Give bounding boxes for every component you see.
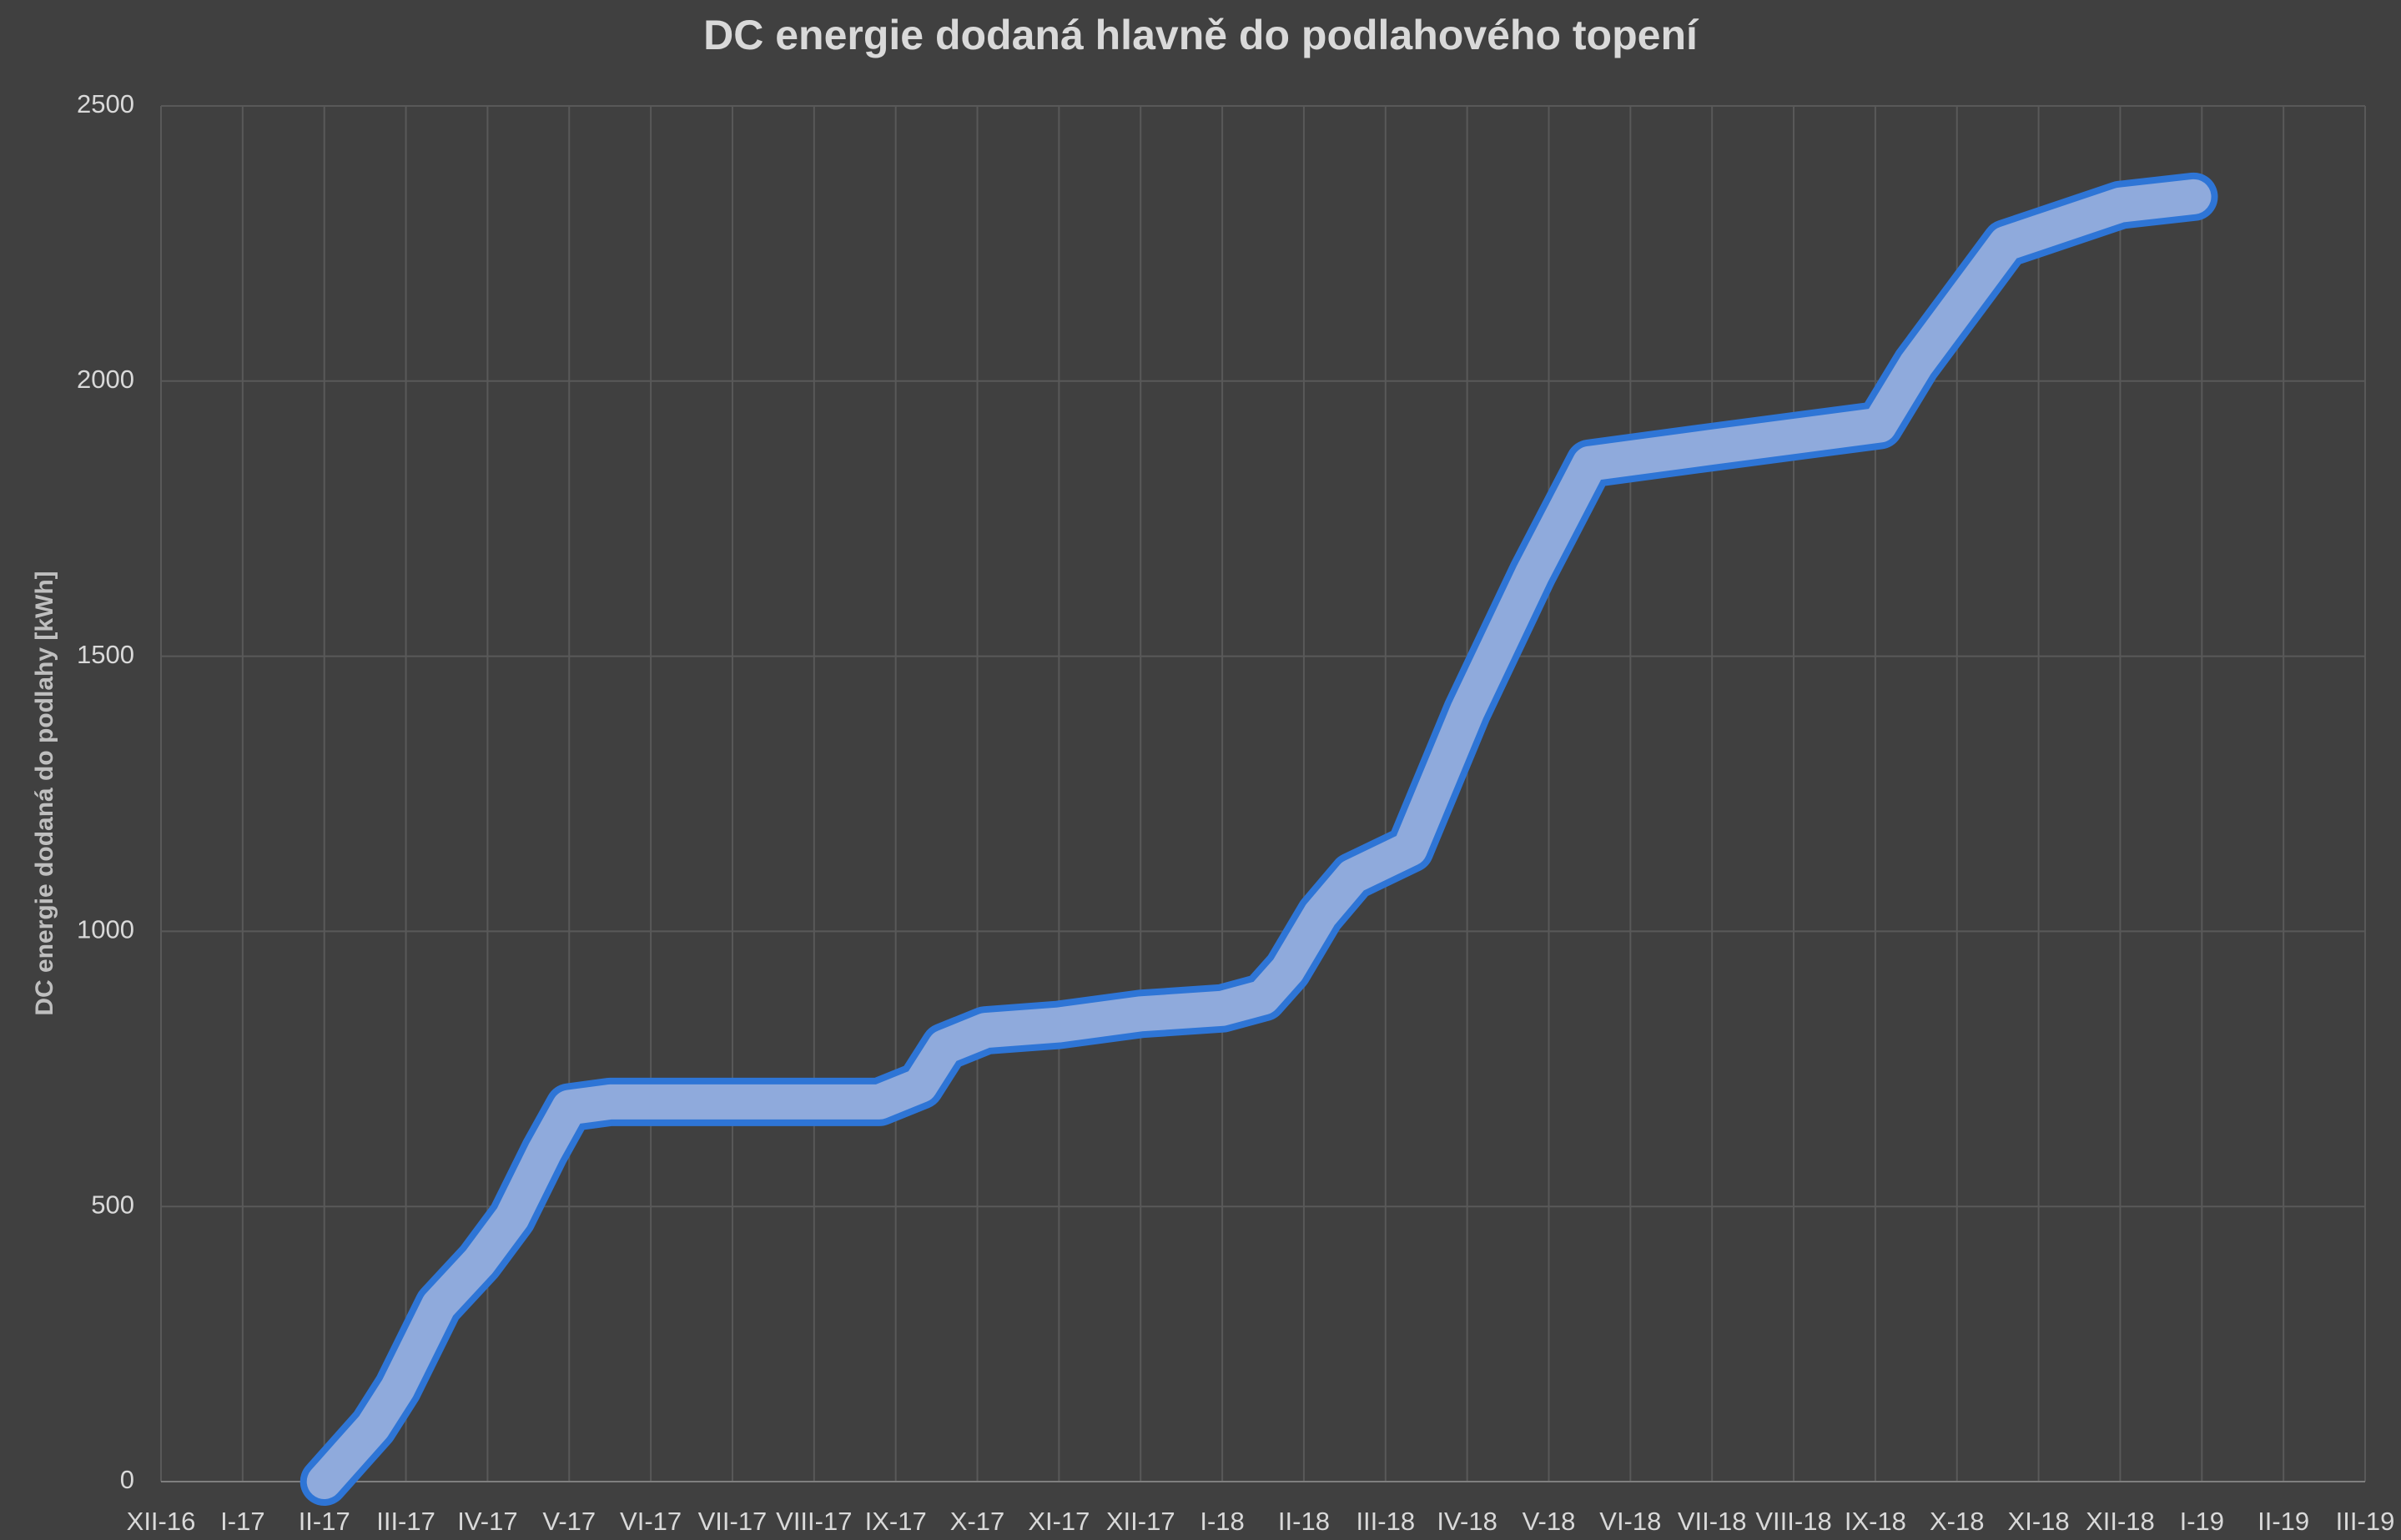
x-tick-label: X-17	[950, 1507, 1004, 1536]
x-tick-label: III-17	[376, 1507, 435, 1536]
x-tick-label: II-17	[299, 1507, 350, 1536]
x-tick-label: IV-18	[1437, 1507, 1497, 1536]
x-tick-label: I-17	[220, 1507, 264, 1536]
x-tick-label: VI-17	[620, 1507, 682, 1536]
x-tick-label: X-18	[1930, 1507, 1984, 1536]
x-tick-label: IV-17	[457, 1507, 517, 1536]
y-tick-label: 1500	[77, 640, 134, 669]
x-tick-label: XII-16	[127, 1507, 196, 1536]
x-tick-label: VII-17	[698, 1507, 768, 1536]
x-tick-label: I-18	[1200, 1507, 1244, 1536]
x-tick-label: XII-18	[2086, 1507, 2155, 1536]
y-tick-label: 0	[120, 1465, 134, 1494]
x-tick-label: IX-18	[1845, 1507, 1906, 1536]
x-tick-label: II-18	[1278, 1507, 1330, 1536]
y-tick-label: 1000	[77, 915, 134, 944]
x-tick-label: XI-17	[1028, 1507, 1090, 1536]
y-tick-label: 2000	[77, 365, 134, 394]
x-tick-label: VIII-18	[1755, 1507, 1831, 1536]
x-tick-label: IX-17	[865, 1507, 927, 1536]
x-tick-label: VII-18	[1678, 1507, 1747, 1536]
x-tick-label: III-18	[1356, 1507, 1415, 1536]
y-tick-label: 2500	[77, 89, 134, 118]
x-tick-label: VIII-17	[776, 1507, 852, 1536]
x-tick-label: II-19	[2258, 1507, 2309, 1536]
x-tick-label: XII-17	[1106, 1507, 1175, 1536]
y-axis-label: DC energie dodaná do podlahy [kWh]	[31, 571, 58, 1015]
chart-title: DC energie dodaná hlavně do podlahového …	[703, 12, 1699, 58]
x-tick-label: III-19	[2336, 1507, 2395, 1536]
x-tick-label: XI-18	[2008, 1507, 2070, 1536]
x-tick-label: I-19	[2180, 1507, 2224, 1536]
line	[306, 179, 2212, 1499]
y-tick-label: 500	[91, 1190, 134, 1219]
x-tick-label: V-17	[542, 1507, 596, 1536]
x-tick-label: VI-18	[1599, 1507, 1661, 1536]
x-tick-label: V-18	[1523, 1507, 1576, 1536]
